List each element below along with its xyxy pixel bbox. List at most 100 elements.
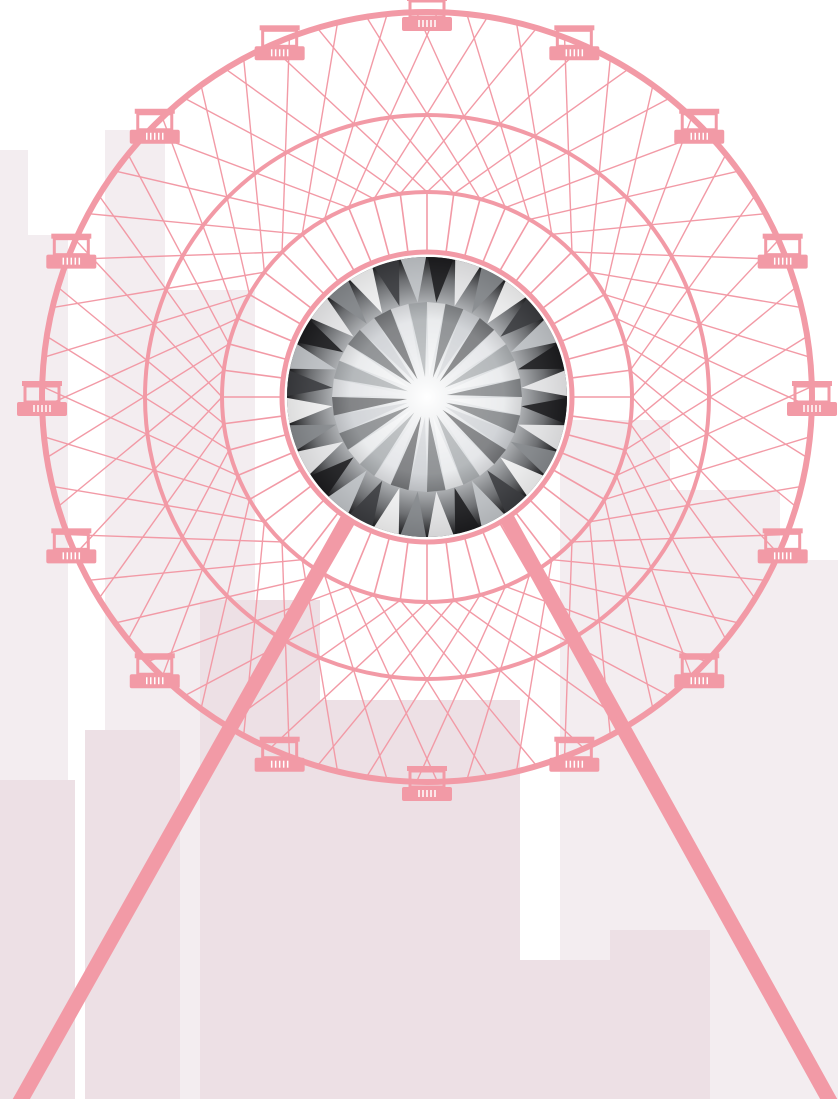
cross-spoke <box>57 369 225 508</box>
facet <box>359 412 415 476</box>
radial-spoke <box>528 251 573 296</box>
facet <box>398 257 427 303</box>
radial-spoke <box>228 343 288 361</box>
radial-spoke <box>560 451 617 477</box>
cross-spoke <box>41 317 238 409</box>
radial-spoke <box>237 317 294 343</box>
cross-spoke <box>588 521 612 736</box>
cross-spoke <box>373 594 489 778</box>
facet <box>374 414 418 485</box>
gondola-roof <box>51 528 92 534</box>
cross-spoke <box>604 293 811 358</box>
radial-spoke <box>498 522 531 575</box>
facet <box>439 318 495 382</box>
cross-spoke <box>57 286 225 425</box>
cross-spoke <box>74 396 223 555</box>
cross-spoke <box>184 97 375 200</box>
cross-spoke <box>242 521 266 736</box>
cross-spoke <box>52 271 265 309</box>
cross-spoke <box>43 293 250 358</box>
facet <box>517 424 567 453</box>
cross-spoke <box>616 385 813 477</box>
gondola <box>46 233 97 269</box>
radial-spoke <box>263 484 313 523</box>
facet <box>359 318 415 382</box>
facet <box>454 487 483 537</box>
cross-spoke <box>515 559 553 772</box>
cross-spoke <box>588 58 612 273</box>
facet <box>408 416 427 492</box>
cross-spoke <box>479 97 670 200</box>
radial-spoke <box>570 369 631 379</box>
cross-spoke <box>115 170 325 221</box>
facet <box>333 360 408 392</box>
cross-spoke <box>604 436 811 501</box>
cross-spoke <box>301 559 339 772</box>
gondola <box>787 381 837 416</box>
facet <box>287 397 333 426</box>
cross-spoke <box>571 533 787 543</box>
facet <box>439 412 495 476</box>
cross-spoke <box>225 599 401 726</box>
cross-spoke <box>615 117 693 319</box>
cross-spoke <box>88 212 303 236</box>
radial-spoke <box>399 193 409 254</box>
cross-spoke <box>563 37 573 253</box>
gondola-roof <box>407 766 447 771</box>
cross-spoke <box>616 317 813 409</box>
gondola-roof <box>762 528 803 534</box>
radial-spoke <box>566 433 626 451</box>
facet <box>517 341 567 370</box>
radial-spoke <box>463 536 481 596</box>
cross-spoke <box>161 117 239 319</box>
facet <box>432 416 464 491</box>
facet <box>408 302 427 378</box>
cross-spoke <box>571 251 787 261</box>
gondola-roof <box>51 233 92 239</box>
facet <box>333 402 408 434</box>
cross-spoke <box>242 58 266 273</box>
cross-spoke <box>323 13 388 220</box>
radial-spoke <box>566 343 626 361</box>
radial-spoke <box>514 511 553 561</box>
cross-spoke <box>624 343 808 459</box>
radial-spoke <box>347 207 373 264</box>
gondola-roof <box>679 653 720 659</box>
cross-spoke <box>426 601 585 750</box>
gondola-roof <box>134 108 175 114</box>
diamond-hub <box>279 249 575 545</box>
cross-spoke <box>74 239 223 398</box>
gondola <box>549 25 600 61</box>
facet <box>436 309 480 380</box>
cross-spoke <box>603 85 654 295</box>
cross-spoke <box>115 573 325 624</box>
cross-spoke <box>147 131 349 209</box>
cross-spoke <box>515 22 553 235</box>
cross-spoke <box>184 594 375 697</box>
cross-spoke <box>615 475 693 677</box>
cross-spoke <box>41 385 238 477</box>
cross-spoke <box>316 599 455 767</box>
cross-spoke <box>67 251 283 261</box>
radial-spoke <box>301 511 340 561</box>
gondola-roof <box>762 233 803 239</box>
gondola <box>402 0 452 31</box>
facet <box>332 378 408 397</box>
cross-spoke <box>624 335 808 451</box>
cross-spoke <box>161 475 239 677</box>
cross-spoke <box>52 485 265 523</box>
cross-spoke <box>200 85 251 295</box>
facet <box>374 309 418 380</box>
wheel <box>39 9 815 785</box>
radial-spoke <box>445 193 455 254</box>
cross-spoke <box>269 44 428 193</box>
radial-spoke <box>373 536 391 596</box>
cross-spoke <box>43 436 250 501</box>
cross-spoke <box>529 573 739 624</box>
facet <box>521 368 567 397</box>
gondola-roof <box>679 108 720 114</box>
cross-spoke <box>631 396 780 555</box>
cross-spoke <box>98 195 225 371</box>
facet <box>427 416 446 492</box>
